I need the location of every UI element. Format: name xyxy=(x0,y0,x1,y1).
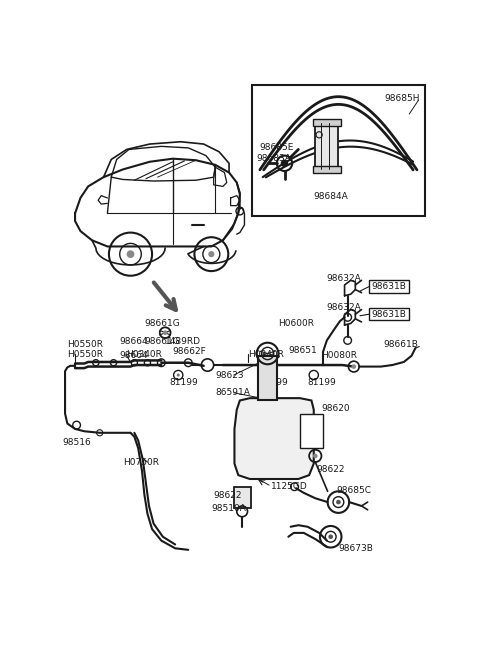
Text: 98632A: 98632A xyxy=(327,274,361,282)
Text: 98664: 98664 xyxy=(120,351,148,360)
Text: 98651: 98651 xyxy=(288,346,317,355)
Text: 81199: 81199 xyxy=(308,378,336,387)
Text: H0600R: H0600R xyxy=(278,319,314,328)
Circle shape xyxy=(336,500,341,504)
Text: H0750R: H0750R xyxy=(123,458,159,466)
Bar xyxy=(258,356,277,400)
Text: 98510A: 98510A xyxy=(211,504,246,513)
Text: H0550R: H0550R xyxy=(67,350,103,359)
Text: 1125GD: 1125GD xyxy=(271,482,307,491)
Bar xyxy=(300,413,323,448)
Text: 98623: 98623 xyxy=(215,371,244,379)
Text: 98664: 98664 xyxy=(120,337,148,346)
Text: 98661G: 98661G xyxy=(144,319,180,328)
Circle shape xyxy=(127,250,134,258)
Circle shape xyxy=(163,330,168,335)
Bar xyxy=(252,84,425,215)
Text: 86591A: 86591A xyxy=(215,388,250,398)
Circle shape xyxy=(281,160,288,166)
Bar xyxy=(315,123,338,170)
Circle shape xyxy=(208,251,215,257)
Circle shape xyxy=(177,373,180,377)
Text: H0550R: H0550R xyxy=(67,340,103,348)
Circle shape xyxy=(328,534,333,539)
Text: 1489RD: 1489RD xyxy=(165,337,201,346)
Text: 98631B: 98631B xyxy=(372,282,407,291)
Text: 98661G: 98661G xyxy=(144,337,180,346)
Circle shape xyxy=(264,373,267,377)
Text: 98632A: 98632A xyxy=(327,303,361,312)
Circle shape xyxy=(313,454,318,458)
Text: 98685H: 98685H xyxy=(384,94,420,103)
Text: 98622: 98622 xyxy=(214,491,242,500)
Text: 98684A: 98684A xyxy=(314,192,348,201)
Text: 98685E: 98685E xyxy=(260,143,294,153)
Text: 98685C: 98685C xyxy=(337,486,372,495)
Text: 98683A: 98683A xyxy=(257,154,292,163)
Text: H0080R: H0080R xyxy=(322,351,358,360)
Text: H0340R: H0340R xyxy=(248,350,284,359)
Polygon shape xyxy=(234,398,314,479)
Text: 98661B: 98661B xyxy=(383,340,418,348)
Circle shape xyxy=(351,364,356,369)
Text: 98620: 98620 xyxy=(322,403,350,413)
Text: 81199: 81199 xyxy=(169,378,198,387)
Text: 81199: 81199 xyxy=(260,378,288,387)
Text: 98516: 98516 xyxy=(63,438,92,447)
Bar xyxy=(313,119,341,126)
Bar xyxy=(369,280,409,293)
Text: 98673B: 98673B xyxy=(338,544,373,553)
Text: 98622: 98622 xyxy=(317,465,345,474)
Text: H0340R: H0340R xyxy=(126,350,162,359)
Bar xyxy=(313,166,341,172)
Bar xyxy=(234,487,251,508)
Text: 98662F: 98662F xyxy=(173,347,206,356)
Bar xyxy=(369,308,409,320)
Text: 98631B: 98631B xyxy=(372,310,407,319)
